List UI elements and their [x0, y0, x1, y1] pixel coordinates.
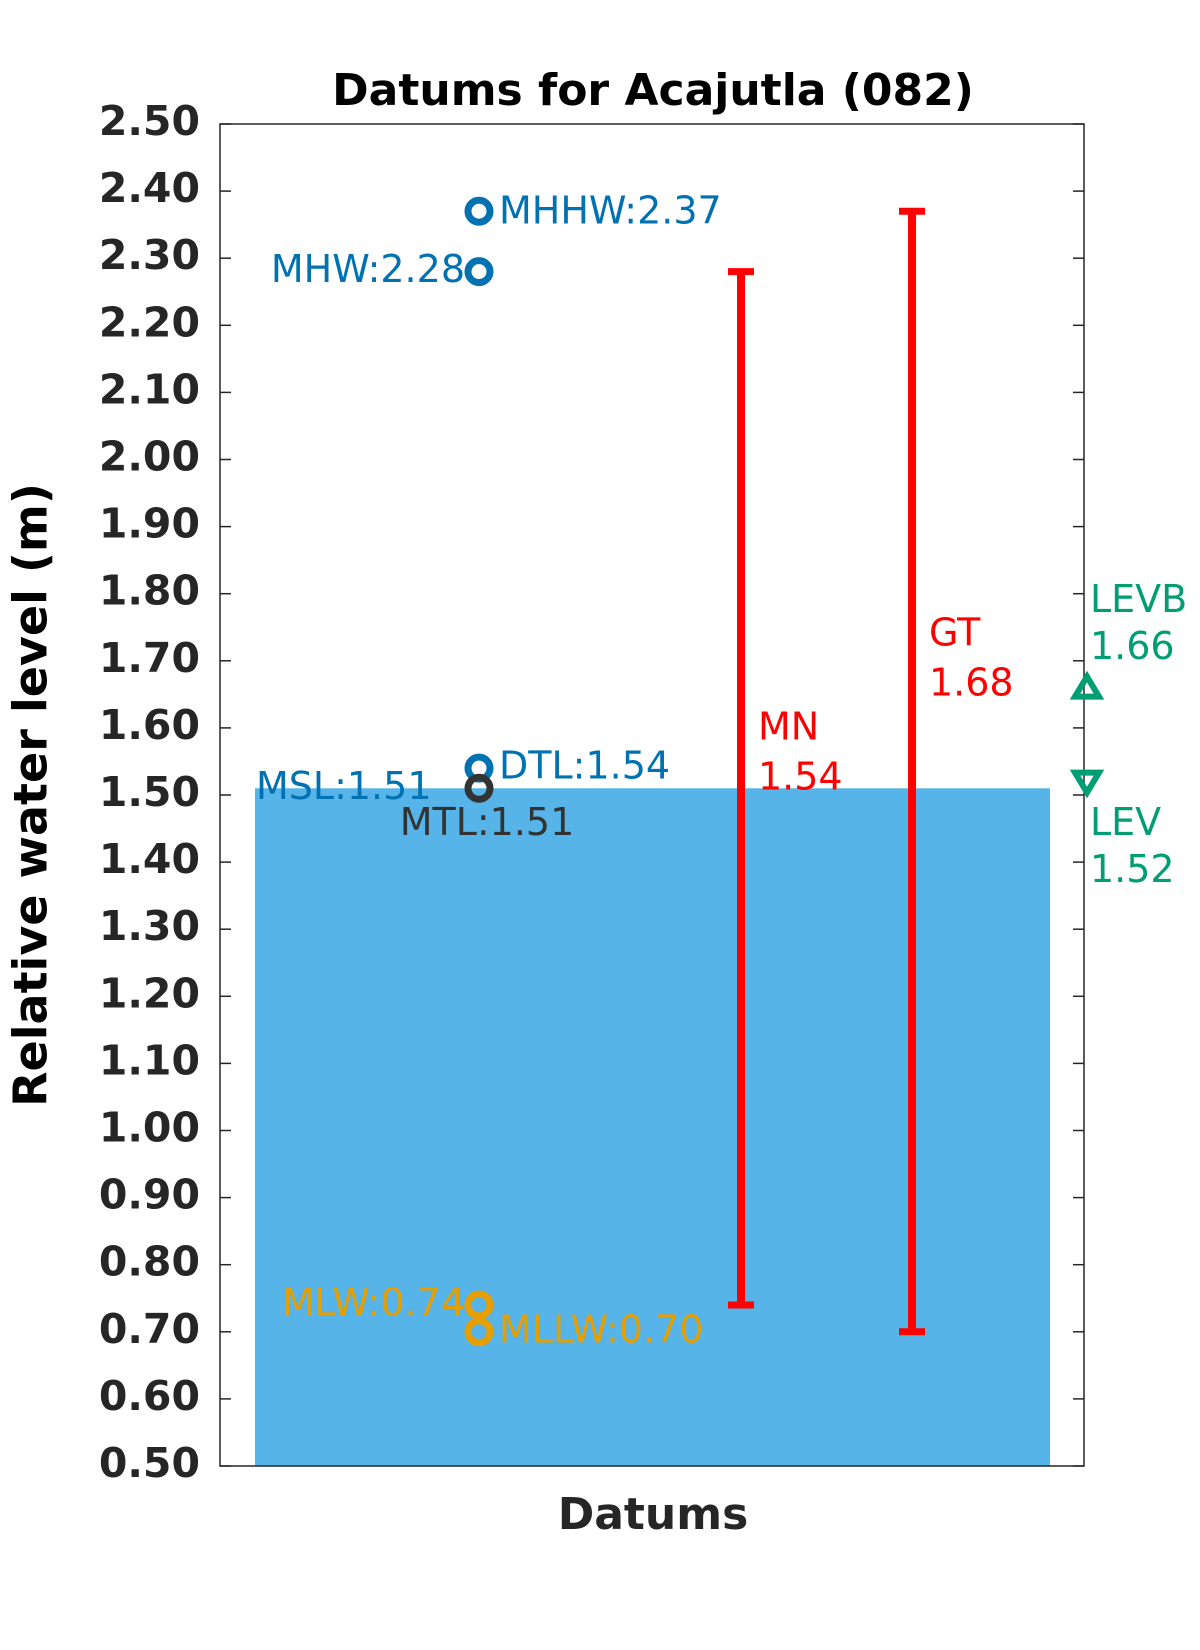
y-tick-label: 2.30: [99, 231, 200, 279]
y-tick-label: 1.00: [99, 1104, 200, 1152]
datum-marker: [464, 1290, 494, 1320]
y-tick-label: 0.90: [99, 1171, 200, 1219]
y-tick-label: 2.10: [99, 365, 200, 413]
y-tick-label: 1.40: [99, 835, 200, 883]
y-tick-label: 1.60: [99, 701, 200, 749]
chart-title: Datums for Acajutla (082): [332, 65, 974, 116]
y-tick-label: 0.80: [99, 1238, 200, 1286]
y-tick-label: 0.60: [99, 1372, 200, 1420]
y-tick-label: 1.50: [99, 768, 200, 816]
data-label: MTL:1.51: [400, 800, 575, 844]
level-name: LEVB: [1090, 577, 1187, 621]
datum-marker: [464, 1317, 494, 1347]
datum-marker: [464, 257, 494, 287]
level-value: 1.66: [1090, 624, 1175, 668]
range-name: MN: [758, 705, 819, 749]
data-label: DTL:1.54: [499, 744, 670, 788]
y-tick-label: 1.80: [99, 567, 200, 615]
y-tick-label: 0.50: [99, 1439, 200, 1487]
level-value: 1.52: [1090, 847, 1175, 891]
data-label: MLW:0.74: [282, 1280, 465, 1324]
data-label: MLLW:0.70: [499, 1307, 703, 1351]
y-tick-label: 1.10: [99, 1036, 200, 1084]
range-name: GT: [929, 611, 981, 655]
y-tick-label: 1.90: [99, 500, 200, 548]
y-tick-label: 2.40: [99, 164, 200, 212]
y-tick-label: 2.00: [99, 433, 200, 481]
y-tick-label: 1.30: [99, 902, 200, 950]
y-tick-label: 1.20: [99, 969, 200, 1017]
level-marker: [1069, 670, 1105, 700]
level-marker: [1069, 769, 1105, 799]
y-tick-label: 2.50: [99, 97, 200, 145]
data-label: MHW:2.28: [271, 247, 465, 291]
bar: [255, 788, 1050, 1466]
y-tick-label: 0.70: [99, 1305, 200, 1353]
range-value: 1.54: [758, 755, 843, 799]
datum-marker: [464, 773, 494, 803]
x-axis-label: Datums: [558, 1489, 749, 1540]
data-label: MSL:1.51: [256, 764, 432, 808]
data-label: MHHW:2.37: [499, 189, 722, 233]
level-name: LEV: [1090, 800, 1161, 844]
datum-marker: [464, 196, 494, 226]
range-value: 1.68: [929, 661, 1014, 705]
y-axis-label: Relative water level (m): [4, 483, 58, 1107]
y-tick-label: 1.70: [99, 634, 200, 682]
y-tick-label: 2.20: [99, 298, 200, 346]
